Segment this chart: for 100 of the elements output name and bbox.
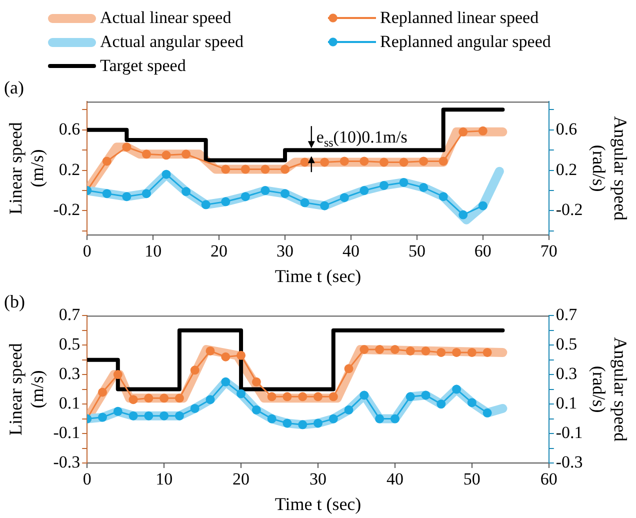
point bbox=[98, 412, 108, 422]
y2-tick-label: 0.1 bbox=[556, 394, 578, 413]
point bbox=[102, 189, 112, 198]
point bbox=[113, 370, 122, 380]
point bbox=[206, 395, 215, 404]
point bbox=[436, 400, 446, 409]
point bbox=[314, 418, 322, 428]
chart-title: (b) bbox=[4, 292, 25, 312]
point bbox=[144, 394, 154, 403]
point bbox=[320, 201, 330, 210]
point bbox=[390, 345, 400, 354]
point bbox=[467, 348, 476, 357]
point bbox=[360, 390, 369, 400]
point bbox=[240, 164, 250, 174]
x-tick-label: 60 bbox=[474, 242, 492, 261]
y2-axis-title: Angular speed (rad/s) bbox=[588, 337, 630, 442]
y-axis-title: Linear speed (m/s) bbox=[6, 343, 48, 436]
point bbox=[300, 158, 310, 167]
point bbox=[160, 411, 169, 420]
point bbox=[182, 150, 191, 159]
point bbox=[128, 411, 138, 420]
point bbox=[122, 192, 132, 202]
point bbox=[201, 200, 210, 210]
point bbox=[144, 411, 154, 420]
point bbox=[452, 384, 462, 394]
x-tick-label: 10 bbox=[144, 242, 162, 261]
point bbox=[344, 364, 354, 374]
point bbox=[221, 377, 230, 386]
point bbox=[252, 377, 261, 386]
point bbox=[282, 418, 292, 428]
point bbox=[399, 178, 408, 187]
point bbox=[260, 164, 270, 174]
point bbox=[190, 404, 200, 413]
point bbox=[328, 414, 338, 424]
point bbox=[406, 392, 415, 402]
legend-label: Actual angular speed bbox=[100, 32, 244, 52]
point bbox=[421, 346, 430, 356]
point bbox=[98, 388, 108, 397]
x-tick-label: 10 bbox=[156, 470, 173, 489]
y-tick-label: -0.1 bbox=[53, 422, 80, 442]
point bbox=[379, 180, 388, 190]
y2-tick-label: -0.1 bbox=[556, 422, 583, 442]
x-tick-label: 0 bbox=[82, 470, 92, 489]
point bbox=[122, 142, 132, 152]
point bbox=[458, 127, 468, 136]
point bbox=[252, 405, 261, 414]
x-tick-label: 50 bbox=[408, 242, 426, 261]
y2-tick-label: -0.2 bbox=[556, 200, 583, 220]
y-tick-label: 0.2 bbox=[58, 160, 80, 179]
y-tick-label: 0.5 bbox=[58, 334, 80, 354]
point bbox=[221, 197, 230, 206]
point bbox=[438, 192, 448, 202]
point bbox=[482, 348, 492, 357]
y-axis-title: Linear speed (m/s) bbox=[6, 122, 48, 215]
point bbox=[142, 189, 151, 198]
point bbox=[379, 158, 388, 167]
x-tick-label: 30 bbox=[276, 242, 294, 261]
x-tick-label: 30 bbox=[310, 470, 326, 489]
legend-label: Replanned linear speed bbox=[380, 8, 539, 28]
point bbox=[113, 406, 122, 416]
x-axis-title: Time t (sec) bbox=[274, 494, 362, 514]
point bbox=[452, 348, 462, 357]
y-tick-label: 0.1 bbox=[58, 394, 80, 413]
point bbox=[142, 150, 151, 159]
x-tick-label: 40 bbox=[342, 242, 360, 261]
chart-title: (a) bbox=[4, 78, 24, 98]
point bbox=[300, 198, 310, 208]
x-tick-label: 50 bbox=[463, 470, 480, 489]
point bbox=[467, 398, 476, 408]
y2-tick-label: 0.5 bbox=[556, 334, 578, 354]
point bbox=[360, 156, 369, 166]
point bbox=[260, 186, 270, 196]
x-tick-label: 20 bbox=[210, 242, 228, 261]
point bbox=[314, 392, 322, 402]
y-tick-label: 0.3 bbox=[58, 364, 80, 384]
point bbox=[162, 150, 171, 160]
y2-tick-label: 0.7 bbox=[556, 305, 578, 324]
y2-tick-label: 0.3 bbox=[556, 364, 578, 384]
point bbox=[399, 158, 408, 167]
point bbox=[128, 395, 138, 404]
y2-tick-label: 0.2 bbox=[556, 160, 578, 179]
point bbox=[267, 392, 276, 402]
legend-label: Actual linear speed bbox=[100, 8, 232, 28]
point bbox=[478, 126, 488, 136]
point bbox=[182, 187, 191, 196]
point bbox=[267, 414, 276, 424]
legend-label: Replanned angular speed bbox=[380, 32, 551, 52]
point bbox=[344, 405, 354, 414]
y2-tick-label: -0.3 bbox=[556, 452, 583, 472]
point bbox=[340, 156, 349, 166]
x-axis-title: Time t (sec) bbox=[274, 266, 362, 286]
y-tick-label: -0.3 bbox=[53, 452, 80, 472]
x-tick-label: 0 bbox=[82, 242, 92, 261]
point bbox=[438, 156, 448, 166]
point bbox=[190, 366, 200, 375]
point bbox=[280, 164, 290, 174]
point bbox=[240, 192, 250, 202]
point bbox=[419, 156, 428, 166]
point bbox=[482, 408, 492, 418]
point bbox=[458, 210, 468, 220]
